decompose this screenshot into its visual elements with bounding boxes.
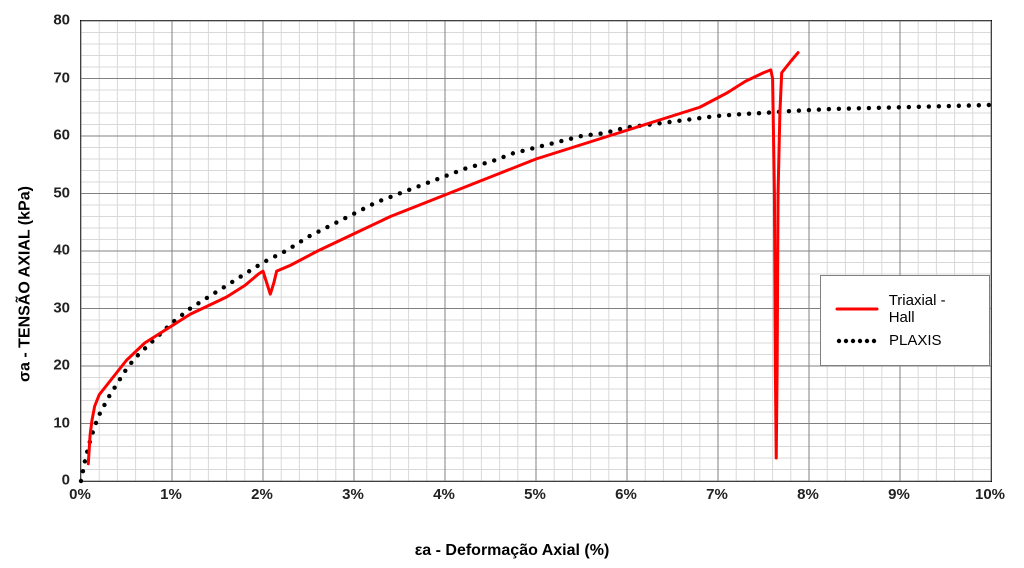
legend-item-plaxis: PLAXIS	[835, 332, 975, 349]
x-tick-label: 8%	[797, 486, 819, 503]
x-tick-label: 1%	[160, 486, 182, 503]
x-tick-label: 0%	[69, 486, 91, 503]
y-tick-label: 10	[40, 414, 70, 431]
legend-item-triaxial: Triaxial - Hall	[835, 292, 975, 326]
y-tick-label: 80	[40, 12, 70, 29]
y-tick-label: 50	[40, 184, 70, 201]
series-triaxial	[88, 53, 798, 464]
legend-swatch-triaxial	[835, 302, 879, 316]
y-tick-label: 20	[40, 357, 70, 374]
x-tick-label: 6%	[615, 486, 637, 503]
x-tick-label: 3%	[342, 486, 364, 503]
y-axis-label: σa - TENSÃO AXIAL (kPa)	[17, 186, 35, 382]
y-tick-label: 0	[40, 472, 70, 489]
x-axis-label: εa - Deformação Axial (%)	[0, 542, 1024, 560]
chart-svg	[81, 21, 991, 481]
x-tick-label: 10%	[975, 486, 1005, 503]
y-tick-label: 40	[40, 242, 70, 259]
x-tick-label: 2%	[251, 486, 273, 503]
legend-swatch-plaxis	[835, 334, 879, 348]
x-tick-label: 5%	[524, 486, 546, 503]
legend-label-plaxis: PLAXIS	[889, 332, 942, 349]
y-tick-label: 70	[40, 69, 70, 86]
x-tick-label: 9%	[888, 486, 910, 503]
x-tick-label: 7%	[706, 486, 728, 503]
legend: Triaxial - Hall PLAXIS	[820, 275, 990, 366]
y-tick-label: 30	[40, 299, 70, 316]
legend-label-triaxial: Triaxial - Hall	[889, 292, 975, 326]
y-tick-label: 60	[40, 127, 70, 144]
x-tick-label: 4%	[433, 486, 455, 503]
plot-area	[80, 20, 992, 482]
